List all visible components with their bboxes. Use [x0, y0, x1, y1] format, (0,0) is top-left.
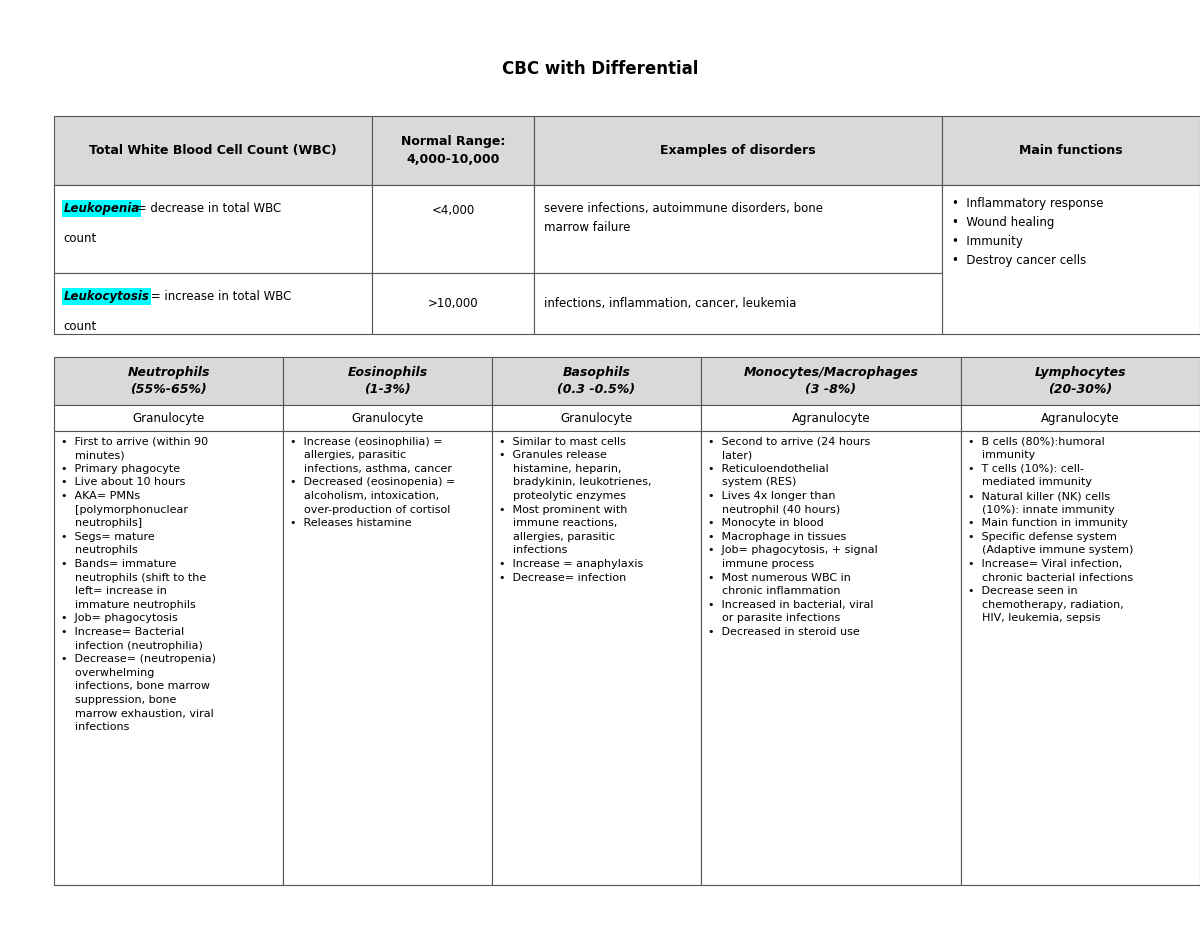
Bar	[54, 357, 283, 405]
Text: Leukopenia: Leukopenia	[64, 202, 139, 215]
Bar	[534, 185, 942, 273]
Text: Granulocyte: Granulocyte	[560, 412, 632, 425]
Text: Agranulocyte: Agranulocyte	[792, 412, 870, 425]
Text: severe infections, autoimmune disorders, bone
marrow failure: severe infections, autoimmune disorders,…	[544, 202, 823, 235]
Bar	[54, 185, 372, 273]
Text: Main functions: Main functions	[1019, 144, 1123, 158]
Text: Eosinophils
(1-3%): Eosinophils (1-3%)	[348, 366, 427, 396]
Bar	[372, 273, 534, 334]
Bar	[942, 116, 1200, 185]
Text: Granulocyte: Granulocyte	[352, 412, 424, 425]
Text: >10,000: >10,000	[427, 297, 479, 311]
Text: •  Second to arrive (24 hours
    later)
•  Reticuloendothelial
    system (RES): • Second to arrive (24 hours later) • Re…	[708, 437, 877, 637]
Bar	[283, 357, 492, 405]
Text: Total White Blood Cell Count (WBC): Total White Blood Cell Count (WBC)	[89, 144, 337, 158]
Text: Leukocytosis: Leukocytosis	[64, 290, 150, 303]
Text: •  First to arrive (within 90
    minutes)
•  Primary phagocyte
•  Live about 10: • First to arrive (within 90 minutes) • …	[61, 437, 216, 732]
Bar	[492, 405, 701, 431]
Text: Granulocyte: Granulocyte	[132, 412, 205, 425]
Bar	[961, 405, 1200, 431]
Bar	[372, 116, 534, 185]
Text: Basophils
(0.3 -0.5%): Basophils (0.3 -0.5%)	[557, 366, 636, 396]
Bar	[54, 405, 283, 431]
Bar	[54, 273, 372, 334]
Bar	[961, 431, 1200, 885]
Bar	[283, 431, 492, 885]
Bar	[701, 357, 961, 405]
Bar	[701, 431, 961, 885]
Text: •  B cells (80%):humoral
    immunity
•  T cells (10%): cell-
    mediated immun: • B cells (80%):humoral immunity • T cel…	[968, 437, 1134, 624]
Bar	[54, 431, 283, 885]
Text: infections, inflammation, cancer, leukemia: infections, inflammation, cancer, leukem…	[544, 297, 796, 311]
Text: •  Increase (eosinophilia) =
    allergies, parasitic
    infections, asthma, ca: • Increase (eosinophilia) = allergies, p…	[290, 437, 456, 528]
Bar	[534, 116, 942, 185]
Bar	[492, 357, 701, 405]
Text: Lymphocytes
(20-30%): Lymphocytes (20-30%)	[1034, 366, 1127, 396]
Text: count: count	[64, 232, 97, 245]
Bar	[701, 405, 961, 431]
Text: •  Similar to mast cells
•  Granules release
    histamine, heparin,
    bradyki: • Similar to mast cells • Granules relea…	[499, 437, 652, 582]
Text: CBC with Differential: CBC with Differential	[502, 60, 698, 78]
Bar	[372, 185, 534, 273]
Text: •  Inflammatory response
•  Wound healing
•  Immunity
•  Destroy cancer cells: • Inflammatory response • Wound healing …	[952, 197, 1103, 267]
Text: Neutrophils
(55%-65%): Neutrophils (55%-65%)	[127, 366, 210, 396]
Bar	[942, 185, 1200, 334]
Bar	[534, 273, 942, 334]
Text: Monocytes/Macrophages
(3 -8%): Monocytes/Macrophages (3 -8%)	[744, 366, 918, 396]
Bar	[283, 405, 492, 431]
Text: = increase in total WBC: = increase in total WBC	[148, 290, 292, 303]
Text: <4,000: <4,000	[431, 204, 475, 217]
Text: Agranulocyte: Agranulocyte	[1042, 412, 1120, 425]
Text: = decrease in total WBC: = decrease in total WBC	[133, 202, 282, 215]
Bar	[492, 431, 701, 885]
Bar	[961, 357, 1200, 405]
Bar	[54, 116, 372, 185]
Text: Examples of disorders: Examples of disorders	[660, 144, 816, 158]
Text: count: count	[64, 320, 97, 333]
Text: Normal Range:
4,000-10,000: Normal Range: 4,000-10,000	[401, 135, 505, 166]
